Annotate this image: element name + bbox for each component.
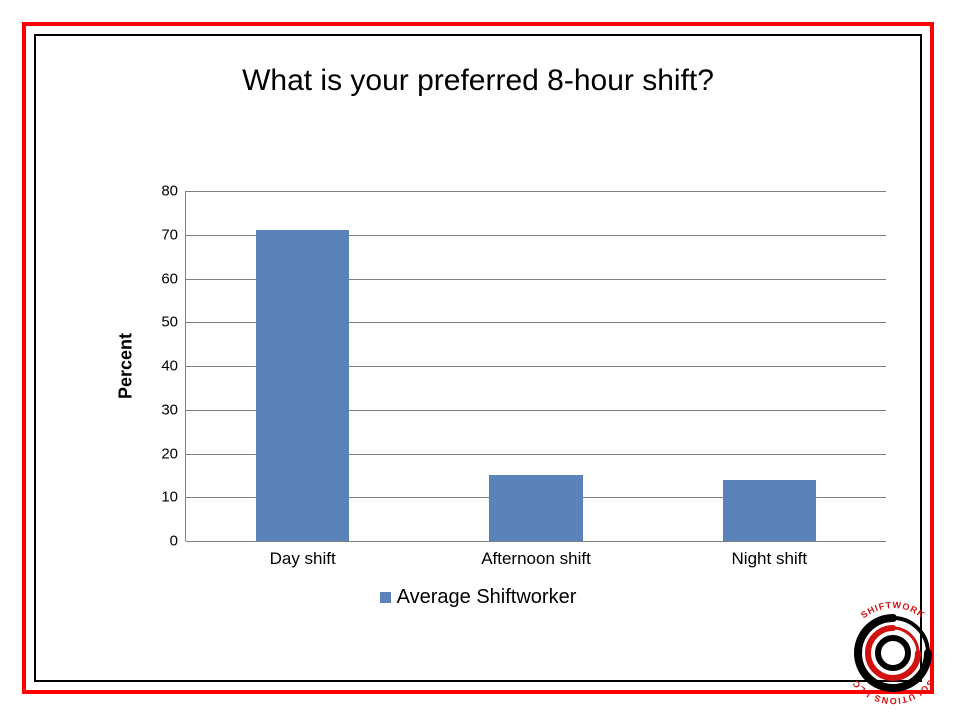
legend-swatch xyxy=(380,592,391,603)
x-tick-label: Afternoon shift xyxy=(481,549,591,569)
y-axis xyxy=(185,191,186,541)
legend-label: Average Shiftworker xyxy=(397,586,577,608)
legend: Average Shiftworker xyxy=(36,586,920,609)
bar xyxy=(489,475,582,541)
y-tick-label: 80 xyxy=(161,183,178,200)
bar xyxy=(723,480,816,541)
y-tick-label: 40 xyxy=(161,358,178,375)
outer-red-frame: What is your preferred 8-hour shift? Per… xyxy=(22,22,934,694)
chart-title: What is your preferred 8-hour shift? xyxy=(36,64,920,98)
y-tick-label: 60 xyxy=(161,270,178,287)
bar xyxy=(256,230,349,541)
y-tick-label: 10 xyxy=(161,489,178,506)
plot-area: 01020304050607080 Day shiftAfternoon shi… xyxy=(186,191,886,541)
company-logo: SHIFTWORK SOLUTIONS LLC xyxy=(828,588,958,718)
y-tick-label: 20 xyxy=(161,445,178,462)
y-tick-label: 70 xyxy=(161,226,178,243)
x-tick-label: Day shift xyxy=(270,549,336,569)
gridline xyxy=(186,191,886,192)
swirl-icon xyxy=(858,618,928,688)
x-axis xyxy=(186,541,886,542)
y-tick-label: 50 xyxy=(161,314,178,331)
y-axis-label: Percent xyxy=(116,333,137,399)
y-tick-label: 30 xyxy=(161,401,178,418)
x-tick-label: Night shift xyxy=(732,549,808,569)
inner-black-frame: What is your preferred 8-hour shift? Per… xyxy=(34,34,922,682)
y-tick-label: 0 xyxy=(170,533,178,550)
